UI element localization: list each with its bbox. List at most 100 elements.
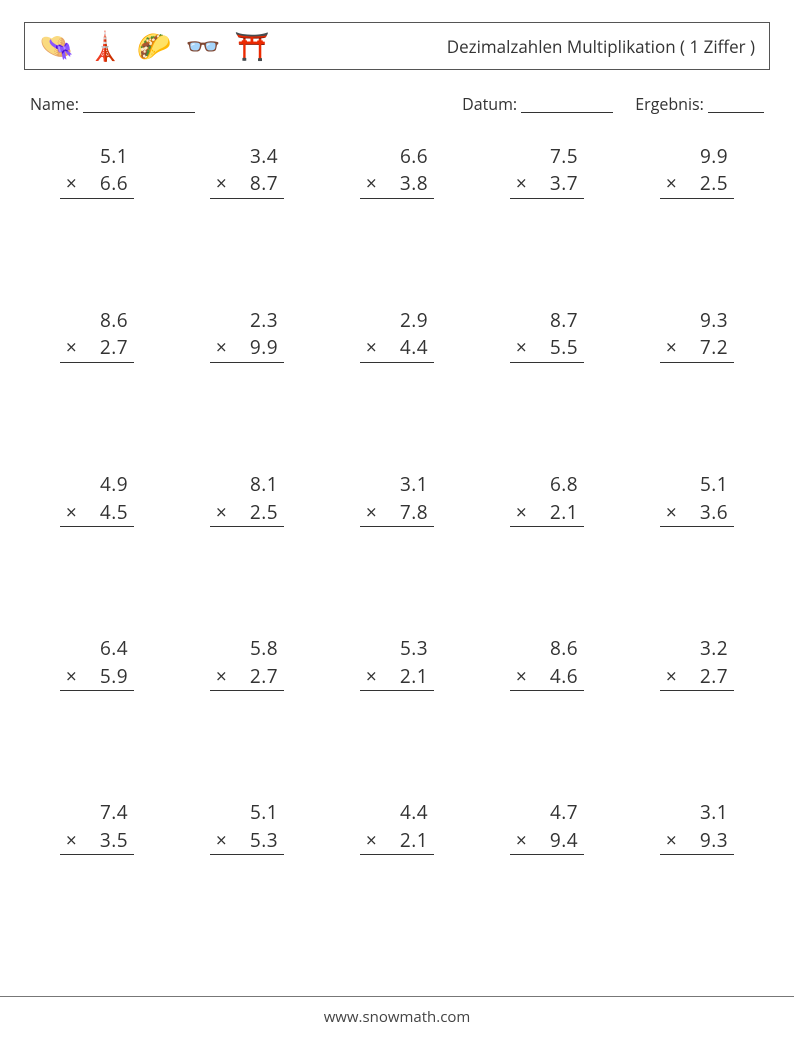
page-title: Dezimalzahlen Multiplikation ( 1 Ziffer …: [447, 35, 755, 58]
name-blank[interactable]: [83, 95, 195, 113]
problem: 4.9× 4.5: [32, 471, 162, 527]
problem: 3.1× 7.8: [332, 471, 462, 527]
multiplier: 9.4: [527, 827, 578, 853]
problem-inner: 5.8× 2.7: [210, 635, 284, 691]
multiplier: 9.3: [677, 827, 728, 853]
multiplier-row: × 9.4: [510, 827, 584, 856]
multiplicand: 3.4: [210, 143, 284, 171]
multiplicand: 8.7: [510, 307, 584, 335]
multiplicand: 7.4: [60, 799, 134, 827]
problem-inner: 5.1× 6.6: [60, 143, 134, 199]
problem: 3.4× 8.7: [182, 143, 312, 199]
problem: 5.1× 3.6: [632, 471, 762, 527]
multiplier-row: × 2.7: [60, 334, 134, 363]
operator: ×: [216, 663, 227, 691]
problem: 9.9× 2.5: [632, 143, 762, 199]
multiplier: 6.6: [77, 170, 128, 196]
multiplier: 7.2: [677, 334, 728, 360]
multiplicand: 6.8: [510, 471, 584, 499]
date-label: Datum:: [462, 93, 517, 115]
multiplier: 3.8: [377, 170, 428, 196]
multiplier-row: × 4.5: [60, 499, 134, 528]
multiplicand: 3.2: [660, 635, 734, 663]
torii-icon: ⛩️: [235, 32, 270, 60]
multiplier: 7.8: [377, 499, 428, 525]
multiplier-row: × 7.8: [360, 499, 434, 528]
header-icon-row: 👒🗼🌮👓⛩️: [39, 32, 269, 60]
problem: 4.4× 2.1: [332, 799, 462, 855]
multiplicand: 5.1: [660, 471, 734, 499]
problem-inner: 3.1× 7.8: [360, 471, 434, 527]
multiplicand: 2.9: [360, 307, 434, 335]
multiplier: 2.7: [77, 334, 128, 360]
problem-inner: 5.1× 3.6: [660, 471, 734, 527]
problem: 8.6× 4.6: [482, 635, 612, 691]
multiplicand: 2.3: [210, 307, 284, 335]
multiplicand: 6.6: [360, 143, 434, 171]
operator: ×: [366, 827, 377, 855]
result-field: Ergebnis:: [635, 92, 764, 115]
multiplier-row: × 9.9: [210, 334, 284, 363]
problem-inner: 7.4× 3.5: [60, 799, 134, 855]
problem: 8.6× 2.7: [32, 307, 162, 363]
multiplier: 2.1: [377, 663, 428, 689]
result-blank[interactable]: [708, 95, 764, 113]
operator: ×: [666, 334, 677, 362]
problem: 6.6× 3.8: [332, 143, 462, 199]
operator: ×: [366, 170, 377, 198]
multiplier-row: × 5.9: [60, 663, 134, 692]
meta-row: Name: Datum: Ergebnis:: [24, 92, 770, 115]
multiplicand: 5.1: [210, 799, 284, 827]
operator: ×: [516, 663, 527, 691]
multiplicand: 3.1: [660, 799, 734, 827]
problem-inner: 3.1× 9.3: [660, 799, 734, 855]
footer: www.snowmath.com: [0, 996, 794, 1027]
problem: 2.3× 9.9: [182, 307, 312, 363]
worksheet-page: 👒🗼🌮👓⛩️ Dezimalzahlen Multiplikation ( 1 …: [0, 0, 794, 1053]
multiplier: 2.1: [377, 827, 428, 853]
multiplier-row: × 3.8: [360, 170, 434, 199]
date-field: Datum:: [462, 92, 613, 115]
operator: ×: [216, 170, 227, 198]
problem: 8.1× 2.5: [182, 471, 312, 527]
operator: ×: [216, 334, 227, 362]
multiplier: 2.1: [527, 499, 578, 525]
multiplicand: 7.5: [510, 143, 584, 171]
problem-inner: 8.6× 4.6: [510, 635, 584, 691]
problem: 7.4× 3.5: [32, 799, 162, 855]
multiplier: 5.3: [227, 827, 278, 853]
operator: ×: [366, 663, 377, 691]
multiplier: 3.5: [77, 827, 128, 853]
multiplier: 2.5: [227, 499, 278, 525]
multiplier: 2.7: [677, 663, 728, 689]
name-field: Name:: [30, 92, 195, 115]
problem-inner: 8.1× 2.5: [210, 471, 284, 527]
problem-inner: 8.7× 5.5: [510, 307, 584, 363]
sombrero-icon: 👒: [39, 32, 74, 60]
multiplier-row: × 2.1: [360, 663, 434, 692]
multiplier-row: × 5.3: [210, 827, 284, 856]
problem-inner: 9.9× 2.5: [660, 143, 734, 199]
operator: ×: [666, 170, 677, 198]
multiplicand: 5.8: [210, 635, 284, 663]
problem-inner: 5.3× 2.1: [360, 635, 434, 691]
problem: 6.4× 5.9: [32, 635, 162, 691]
problem-inner: 9.3× 7.2: [660, 307, 734, 363]
multiplier: 4.5: [77, 499, 128, 525]
result-label: Ergebnis:: [635, 93, 704, 115]
multiplier: 2.5: [677, 170, 728, 196]
multiplier-row: × 4.4: [360, 334, 434, 363]
operator: ×: [516, 170, 527, 198]
multiplicand: 9.9: [660, 143, 734, 171]
multiplier-row: × 3.6: [660, 499, 734, 528]
multiplicand: 5.1: [60, 143, 134, 171]
problem: 2.9× 4.4: [332, 307, 462, 363]
operator: ×: [516, 827, 527, 855]
problem: 7.5× 3.7: [482, 143, 612, 199]
date-blank[interactable]: [521, 95, 613, 113]
problem-inner: 3.2× 2.7: [660, 635, 734, 691]
multiplicand: 8.6: [60, 307, 134, 335]
multiplier: 9.9: [227, 334, 278, 360]
problem: 3.1× 9.3: [632, 799, 762, 855]
multiplier: 4.6: [527, 663, 578, 689]
